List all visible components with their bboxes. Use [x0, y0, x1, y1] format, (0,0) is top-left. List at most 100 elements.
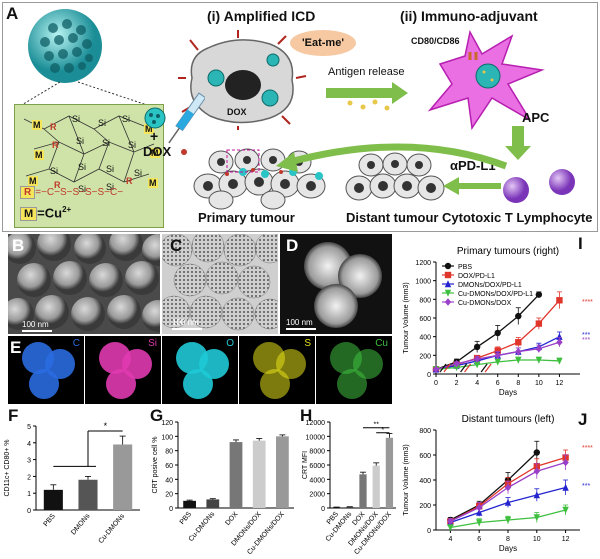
x-tick-label: 8	[516, 380, 520, 387]
data-point	[515, 339, 522, 346]
eds-particle	[199, 349, 229, 379]
legend-label: DOX/PD-L1	[458, 273, 495, 280]
haadf-particles	[304, 242, 382, 328]
bar	[78, 479, 98, 510]
structure-atom-label: Si	[102, 138, 111, 148]
y-tick-label: 0	[321, 506, 325, 513]
data-point	[533, 491, 540, 499]
eds-channel-label: Cu	[375, 338, 388, 349]
data-point	[535, 356, 543, 364]
bar	[183, 500, 196, 508]
eds-map-cu: Cu	[316, 336, 392, 404]
sig-marker: ****	[582, 445, 593, 452]
y-tick-label: 60	[165, 463, 173, 470]
data-point	[533, 449, 540, 456]
data-point	[535, 291, 543, 298]
x-tick-label: 10	[533, 536, 541, 543]
legend-m-row: M =Cu2+	[20, 205, 72, 222]
chart-i-primary-tumours: Primary tumours (right) 0 200 400 600 800 1000…	[403, 246, 593, 397]
data-point	[494, 351, 501, 360]
data-point	[473, 355, 481, 363]
legend-m-sup: 2+	[62, 205, 72, 214]
y-tick-label: 600	[419, 453, 431, 460]
y-tick-label: 4	[27, 441, 31, 448]
structure-atom-label: M	[148, 178, 158, 188]
y-tick-label: 100	[161, 434, 173, 441]
y-tick-label: 6000	[309, 463, 325, 470]
structure-atom-label: Si	[98, 118, 107, 128]
data-point	[556, 297, 563, 304]
series-line	[435, 294, 540, 370]
y-axis-label: CD11c+ CD80+ %	[4, 439, 11, 496]
structure-atom-label: Si	[78, 162, 87, 172]
chart-title: Distant tumours (left)	[462, 414, 555, 425]
y-tick-label: 5	[27, 424, 31, 431]
dox-in-cell-label: DOX	[227, 107, 247, 117]
bar	[385, 437, 394, 508]
y-tick-label: 40	[165, 477, 173, 484]
data-point	[556, 357, 563, 365]
y-axis-label: Tumour Volume (mm3)	[403, 444, 410, 515]
panel-a-label: A	[6, 4, 19, 23]
x-tick-label: 12	[562, 536, 570, 543]
treatment-arrow	[439, 363, 447, 373]
data-point	[447, 524, 454, 532]
dox-label: DOX	[143, 144, 172, 159]
panel-c-tem-image: C 100 nm	[162, 234, 278, 334]
bar	[113, 444, 133, 510]
chemical-structure-diagram	[23, 115, 155, 183]
panel-b-sem-image: 100 nm B	[8, 234, 160, 334]
data-point	[494, 329, 501, 337]
legend-label: DMONs/DOX/PD-L1	[458, 282, 522, 289]
eds-particle	[276, 349, 306, 379]
eds-particle	[337, 369, 367, 399]
legend-r-formula: =−C−S−S−S−S−C−	[35, 187, 124, 198]
legend-label: PBS	[458, 264, 472, 271]
treatment-arrow	[460, 363, 468, 373]
data-point	[494, 358, 501, 366]
down-arrow-icon	[505, 126, 531, 160]
category-label: Cu-DMONs	[98, 512, 127, 545]
y-tick-label: 0	[27, 508, 31, 515]
panel-c-scale-label: 100 nm	[172, 318, 199, 327]
bar	[346, 506, 354, 508]
distant-tumour-label: Distant tumour	[346, 210, 439, 225]
eds-particle	[106, 369, 136, 399]
antigen-release-arrow-icon	[326, 82, 408, 104]
eds-channel-label: O	[226, 338, 234, 349]
eds-map-o: O	[162, 336, 238, 404]
data-point	[562, 506, 569, 514]
structure-atom-label: M	[144, 124, 154, 134]
y-tick-label: 2000	[309, 492, 325, 499]
y-tick-label: 400	[419, 478, 431, 485]
structure-atom-label: Si	[76, 136, 85, 146]
dying-tumour-cell-icon	[178, 30, 307, 130]
panel-a-frame	[2, 2, 598, 232]
data-point	[473, 361, 481, 369]
y-tick-label: 0	[169, 506, 173, 513]
panel-j-label: J	[578, 410, 588, 429]
t-cells-icon	[503, 169, 575, 203]
x-tick-label: 10	[535, 380, 543, 387]
sig-marker: **	[373, 422, 379, 429]
y-tick-label: 1	[27, 491, 31, 498]
chart-j-distant-tumours: Distant tumours (left) 0 200 400 600 800 4 6 8 10…	[403, 414, 593, 553]
panel-h-label: H	[300, 406, 313, 425]
structure-atom-label: M	[32, 120, 42, 130]
eat-me-bubble: 'Eat-me'	[290, 30, 356, 56]
y-tick-label: 400	[419, 335, 431, 342]
sig-marker: *	[381, 427, 384, 434]
y-tick-label: 1200	[415, 260, 431, 267]
sig-marker: ***	[582, 332, 590, 339]
eds-channel-label: Si	[148, 338, 157, 349]
cd80-cd86-label: CD80/CD86	[411, 36, 460, 46]
dox-dot	[181, 149, 187, 155]
antigen-dots	[347, 99, 390, 111]
structure-atom-label: M	[28, 176, 38, 186]
ctl-label: Cytotoxic T Lymphocyte	[442, 210, 593, 225]
bar	[206, 499, 220, 508]
tem-particles	[162, 234, 278, 331]
panel-b-scale-bar	[22, 330, 52, 332]
data-point	[533, 514, 540, 522]
x-axis-label: Days	[499, 388, 517, 397]
